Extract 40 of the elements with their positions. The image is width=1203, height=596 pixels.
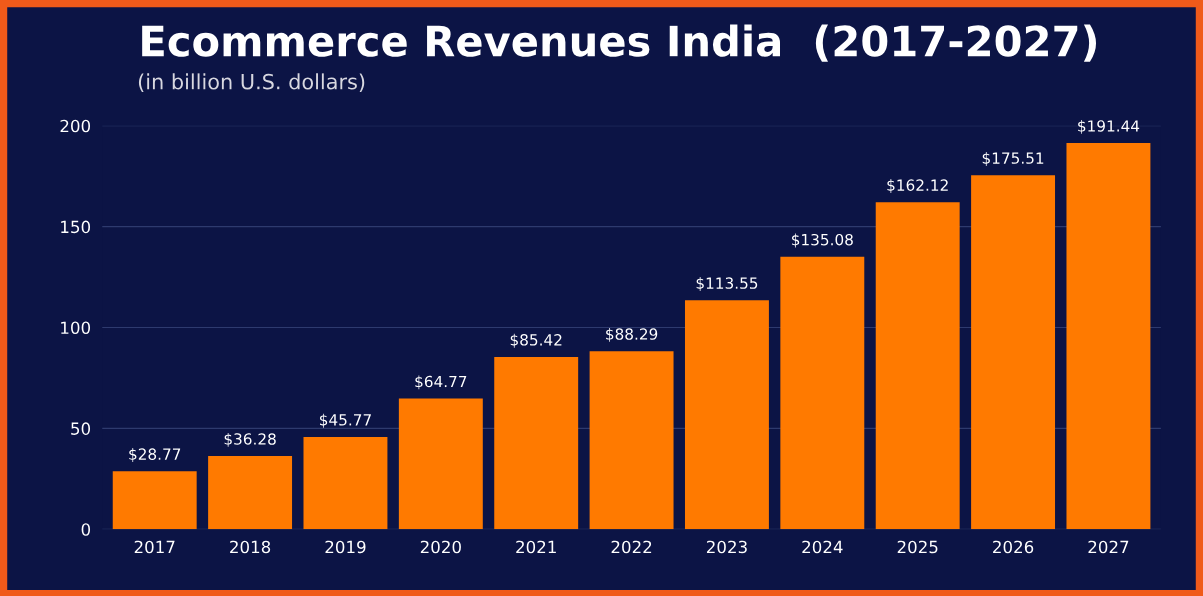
data-label: $135.08	[792, 233, 853, 248]
x-tick-label: 2022	[611, 540, 652, 554]
bar	[971, 175, 1056, 530]
chart-title: Ecommerce Revenues India (2017-2027)	[142, 24, 1097, 62]
data-label: $64.77	[415, 375, 467, 390]
y-tick-label: 100	[61, 321, 91, 335]
y-tick-label: 0	[81, 523, 91, 536]
x-tick-label: 2021	[516, 540, 556, 554]
data-label: $88.29	[606, 328, 658, 342]
bar	[208, 456, 293, 530]
x-tick-label: 2024	[802, 540, 843, 554]
x-tick-label: 2019	[325, 540, 366, 554]
x-tick-label: 2018	[230, 540, 271, 554]
bar	[684, 300, 769, 530]
chart-subtitle: (in billion U.S. dollars)	[138, 73, 365, 92]
data-label: $28.77	[129, 448, 181, 462]
y-tick-label: 200	[60, 119, 91, 133]
data-label: $191.44	[1078, 119, 1140, 134]
x-tick-label: 2017	[134, 540, 175, 554]
x-tick-label: 2026	[993, 540, 1034, 554]
bar	[589, 351, 674, 530]
data-label: $36.28	[224, 432, 276, 447]
x-tick-label: 2020	[420, 540, 461, 554]
x-tick-label: 2023	[706, 540, 747, 554]
bar	[112, 471, 197, 530]
y-tick-label: 50	[71, 422, 91, 435]
x-tick-label: 2027	[1088, 540, 1129, 554]
data-label: $113.55	[696, 277, 758, 291]
data-label: $85.42	[510, 333, 562, 348]
bar	[1066, 143, 1151, 530]
bar	[398, 398, 483, 530]
bar	[875, 202, 960, 530]
bar	[494, 356, 579, 530]
data-label: $45.77	[319, 413, 371, 428]
x-tick-label: 2025	[897, 540, 938, 554]
data-label: $162.12	[887, 179, 948, 193]
bar	[303, 436, 388, 530]
y-tick-label: 150	[61, 220, 91, 234]
bar	[780, 256, 865, 530]
data-label: $175.51	[982, 152, 1044, 166]
